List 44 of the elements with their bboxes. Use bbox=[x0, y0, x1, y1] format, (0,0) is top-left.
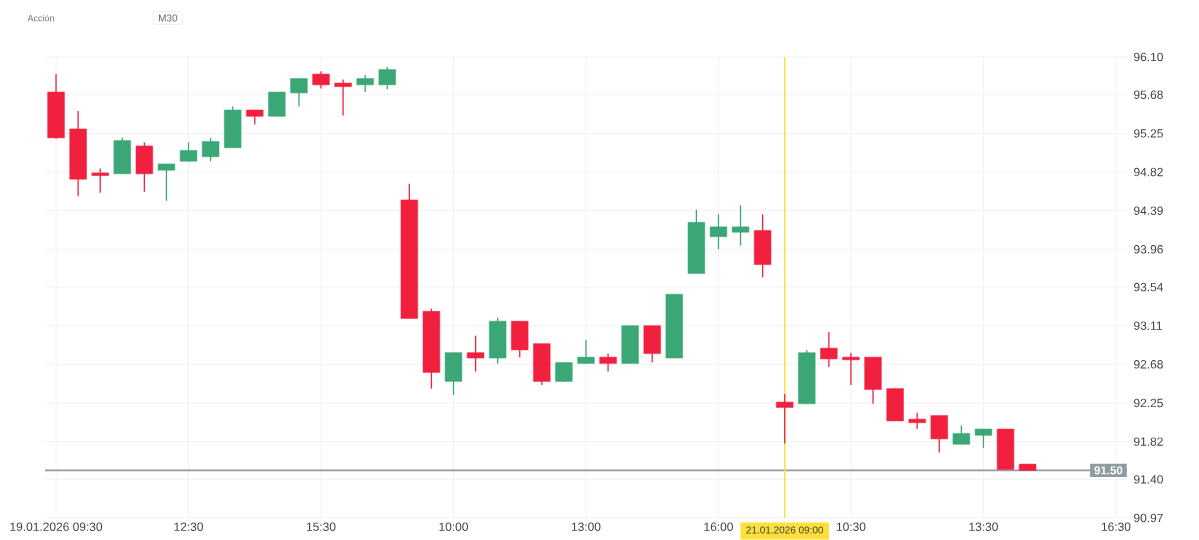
y-tick-label: 95.68 bbox=[1134, 90, 1163, 99]
x-tick-label: 19.01.2026 09:30 bbox=[10, 522, 103, 531]
y-tick-label: 93.96 bbox=[1134, 245, 1163, 254]
text: Acción bbox=[27, 14, 54, 22]
candlestick bbox=[820, 331, 838, 368]
candlestick bbox=[930, 414, 948, 454]
y-tick-label: 90.97 bbox=[1134, 513, 1163, 523]
candlestick bbox=[201, 137, 220, 162]
candlestick bbox=[378, 66, 396, 90]
y-tick-label: 92.25 bbox=[1134, 398, 1163, 408]
text: M30 bbox=[159, 14, 178, 22]
candlestick bbox=[290, 77, 308, 108]
y-tick-label: 94.82 bbox=[1134, 167, 1163, 177]
x-tick-label: 13:30 bbox=[969, 522, 998, 531]
candlestick bbox=[334, 78, 352, 117]
candlestick bbox=[709, 213, 728, 250]
y-tick-label: 96.10 bbox=[1134, 52, 1163, 62]
x-tick-label: 16:00 bbox=[704, 522, 733, 531]
y-tick-label: 93.11 bbox=[1134, 321, 1162, 330]
candlestick bbox=[179, 141, 198, 162]
candlestick bbox=[974, 428, 993, 449]
y-tick-label: 95.25 bbox=[1134, 129, 1163, 138]
candlestick bbox=[91, 167, 109, 194]
x-tick-label: 13:00 bbox=[571, 522, 601, 531]
candlestick bbox=[577, 339, 595, 365]
y-tick-label: 91.40 bbox=[1134, 475, 1163, 484]
candlestick bbox=[776, 393, 794, 445]
x-tick-label: 10:30 bbox=[836, 522, 866, 531]
candlestick bbox=[731, 204, 750, 247]
x-tick-label: 15:30 bbox=[306, 522, 336, 531]
x-tick-label: 12:30 bbox=[174, 522, 204, 531]
candlestick bbox=[842, 352, 860, 386]
candlestick bbox=[952, 424, 970, 445]
x-tick-label: 21.01.2026 09:00 bbox=[746, 526, 824, 534]
candlestick bbox=[157, 163, 176, 202]
y-tick-label: 94.39 bbox=[1134, 206, 1163, 215]
y-tick-label: 91.82 bbox=[1134, 437, 1163, 446]
y-tick-label: 92.68 bbox=[1134, 360, 1163, 369]
candlestick bbox=[466, 334, 485, 373]
candlestick bbox=[555, 361, 573, 383]
y-tick-label: 93.54 bbox=[1134, 282, 1164, 292]
x-tick-label: 16:30 bbox=[1101, 522, 1131, 531]
ref-line-label: 91.50 bbox=[1094, 466, 1123, 475]
x-tick-label: 10:00 bbox=[439, 522, 468, 531]
